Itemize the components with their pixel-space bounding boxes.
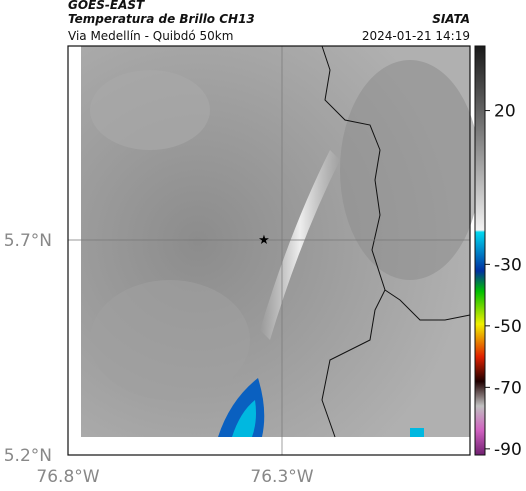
cloud (90, 280, 250, 400)
brand: SIATA (432, 12, 470, 26)
colorbar-tick-label: -90 (494, 440, 522, 460)
lon-label: 76.8°W (36, 467, 99, 487)
colorbar: 20 -30 -50 -70 -90 (474, 45, 522, 460)
region: Via Medellín - Quibdó 50km (68, 29, 233, 43)
colorbar-tick-label: -50 (494, 317, 522, 337)
cloud-streak (260, 150, 340, 340)
cold-cloud (410, 428, 424, 437)
source: GOES-EAST (68, 0, 145, 12)
marker-star: ★ (258, 233, 270, 248)
lat-label: 5.2°N (4, 446, 52, 466)
cold-cloud (232, 400, 256, 437)
map-frame (67, 45, 471, 456)
border (384, 289, 471, 321)
colorbar-tick-label: -70 (494, 378, 522, 398)
map: ★ 5.7°N 5.2°N 76.8°W 76.3°W (4, 45, 480, 487)
border (321, 45, 386, 438)
colorbar-scale (474, 45, 486, 456)
cloud (90, 70, 210, 150)
timestamp: 2024-01-21 14:19 (362, 29, 470, 43)
lon-label: 76.3°W (250, 467, 313, 487)
cloud (340, 60, 480, 280)
colorbar-tick-label: -30 (494, 255, 522, 275)
title: Temperatura de Brillo CH13 (68, 12, 255, 26)
colorbar-tick-label: 20 (494, 102, 516, 122)
lat-label: 5.7°N (4, 231, 52, 251)
